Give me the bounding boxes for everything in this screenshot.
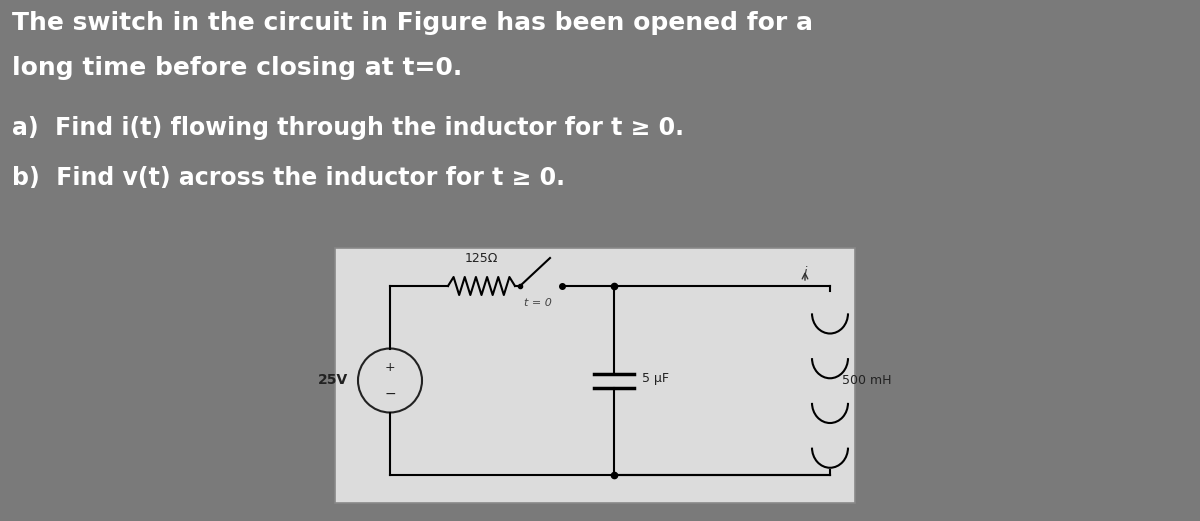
- Text: t = 0: t = 0: [524, 298, 552, 308]
- Text: 500 mH: 500 mH: [842, 374, 892, 387]
- Text: b)  Find v(t) across the inductor for t ≥ 0.: b) Find v(t) across the inductor for t ≥…: [12, 166, 565, 190]
- Text: −: −: [384, 387, 396, 401]
- Text: a)  Find i(t) flowing through the inductor for t ≥ 0.: a) Find i(t) flowing through the inducto…: [12, 116, 684, 140]
- Text: long time before closing at t=0.: long time before closing at t=0.: [12, 56, 462, 80]
- Bar: [335, 248, 856, 503]
- Text: +: +: [385, 361, 395, 374]
- Text: i: i: [803, 266, 806, 279]
- Text: The switch in the circuit in Figure has been opened for a: The switch in the circuit in Figure has …: [12, 11, 814, 35]
- Text: 25V: 25V: [318, 374, 348, 388]
- Text: 5 μF: 5 μF: [642, 372, 670, 385]
- Text: 125Ω: 125Ω: [464, 252, 498, 265]
